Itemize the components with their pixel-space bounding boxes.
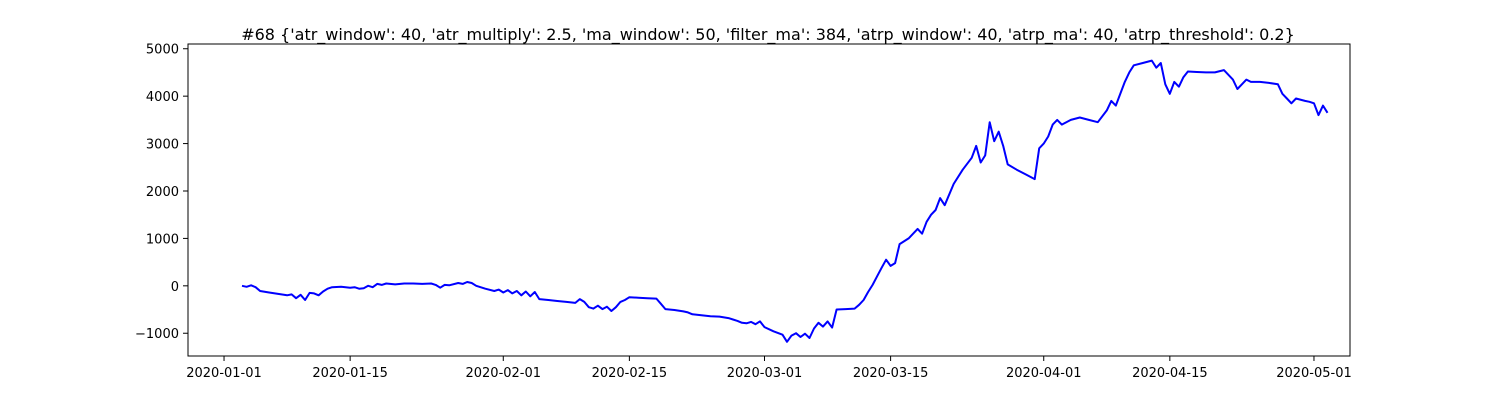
series-line <box>241 59 1329 343</box>
plot-area-frame <box>187 43 1351 357</box>
y-tick-label: 5000 <box>146 43 179 58</box>
x-tick-label: 2020-04-01 <box>1006 366 1082 381</box>
x-tick-label: 2020-02-01 <box>465 366 541 381</box>
y-tick-label: 1000 <box>146 232 179 247</box>
x-tick-label: 2020-01-15 <box>312 366 388 381</box>
y-axis: −1000 0 1000 2000 3000 4000 5000 <box>135 43 188 342</box>
x-axis: 2020-01-01 2020-01-15 2020-02-01 2020-02-15… <box>186 356 1352 381</box>
x-tick-label: 2020-04-15 <box>1132 366 1208 381</box>
y-tick-label: −1000 <box>135 327 179 342</box>
chart-title: #68 {'atr_window': 40, 'atr_multiply': 2… <box>241 25 1295 45</box>
x-tick-label: 2020-01-01 <box>186 366 262 381</box>
y-tick-label: 0 <box>171 280 179 295</box>
y-tick-label: 4000 <box>146 90 179 105</box>
x-tick-label: 2020-03-01 <box>727 366 803 381</box>
x-tick-label: 2020-05-01 <box>1276 366 1352 381</box>
x-tick-label: 2020-02-15 <box>592 366 668 381</box>
y-tick-label: 2000 <box>146 185 179 200</box>
x-tick-label: 2020-03-15 <box>853 366 929 381</box>
y-tick-label: 3000 <box>146 138 179 153</box>
